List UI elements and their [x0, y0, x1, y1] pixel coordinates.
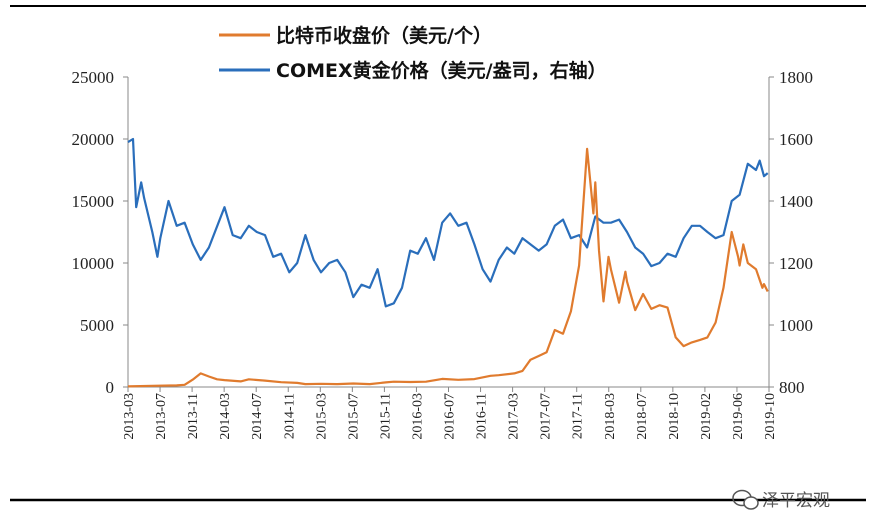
x-tick-label: 2014-07: [250, 393, 265, 440]
x-tick-label: 2017-07: [539, 393, 554, 440]
y-right-tick-label: 1200: [779, 254, 813, 273]
y-left-tick-label: 5000: [80, 316, 114, 335]
legend: 比特币收盘价（美元/个） COMEX黄金价格（美元/盎司，右轴）: [219, 24, 607, 82]
legend-label-bitcoin: 比特币收盘价（美元/个）: [276, 24, 492, 47]
x-tick-label: 2016-03: [410, 393, 425, 440]
x-tick-label: 2018-10: [667, 393, 682, 440]
y-left-tick-label: 0: [106, 378, 115, 397]
x-tick-label: 2014-11: [282, 393, 297, 439]
watermark-text: 泽平宏观: [762, 491, 830, 511]
x-tick-label: 2019-02: [699, 393, 714, 440]
y-left-tick-labels: 0 5000 10000 15000 20000 25000: [72, 68, 128, 397]
y-right-tick-label: 1400: [779, 192, 813, 211]
legend-label-gold: COMEX黄金价格（美元/盎司，右轴）: [276, 59, 607, 82]
x-tick-label: 2013-11: [186, 393, 201, 439]
wechat-icon: [732, 489, 759, 510]
bitcoin-price-line: [127, 147, 769, 388]
x-tick-label: 2017-11: [571, 393, 586, 439]
x-tick-label: 2013-03: [122, 393, 137, 440]
x-tick-label: 2018-07: [635, 393, 650, 440]
x-tick-label: 2015-03: [314, 393, 329, 440]
y-left-tick-label: 15000: [72, 192, 115, 211]
watermark: 泽平宏观: [732, 489, 830, 511]
x-tick-label: 2016-07: [443, 393, 458, 440]
y-right-tick-label: 800: [779, 378, 805, 397]
x-tick-labels: 2013-03 2013-07 2013-11 2014-03 2014-07 2014-…: [122, 387, 778, 440]
y-right-tick-label: 1800: [779, 68, 813, 87]
y-left-tick-label: 20000: [72, 130, 115, 149]
x-tick-label: 2015-07: [346, 393, 361, 440]
y-right-tick-label: 1000: [779, 316, 813, 335]
y-right-tick-labels: 800 1000 1200 1400 1600 1800: [769, 68, 813, 397]
x-tick-label: 2019-06: [731, 393, 746, 440]
x-tick-label: 2013-07: [154, 393, 169, 440]
y-right-tick-label: 1600: [779, 130, 813, 149]
y-left-tick-label: 10000: [72, 254, 115, 273]
x-tick-label: 2018-03: [603, 393, 618, 440]
x-tick-label: 2019-10: [763, 393, 778, 440]
x-tick-label: 2014-03: [218, 393, 233, 440]
gold-price-line: [127, 137, 769, 308]
x-tick-label: 2016-11: [475, 393, 490, 439]
x-tick-label: 2015-11: [378, 393, 393, 439]
y-left-tick-label: 25000: [72, 68, 115, 87]
x-tick-label: 2017-03: [507, 393, 522, 440]
